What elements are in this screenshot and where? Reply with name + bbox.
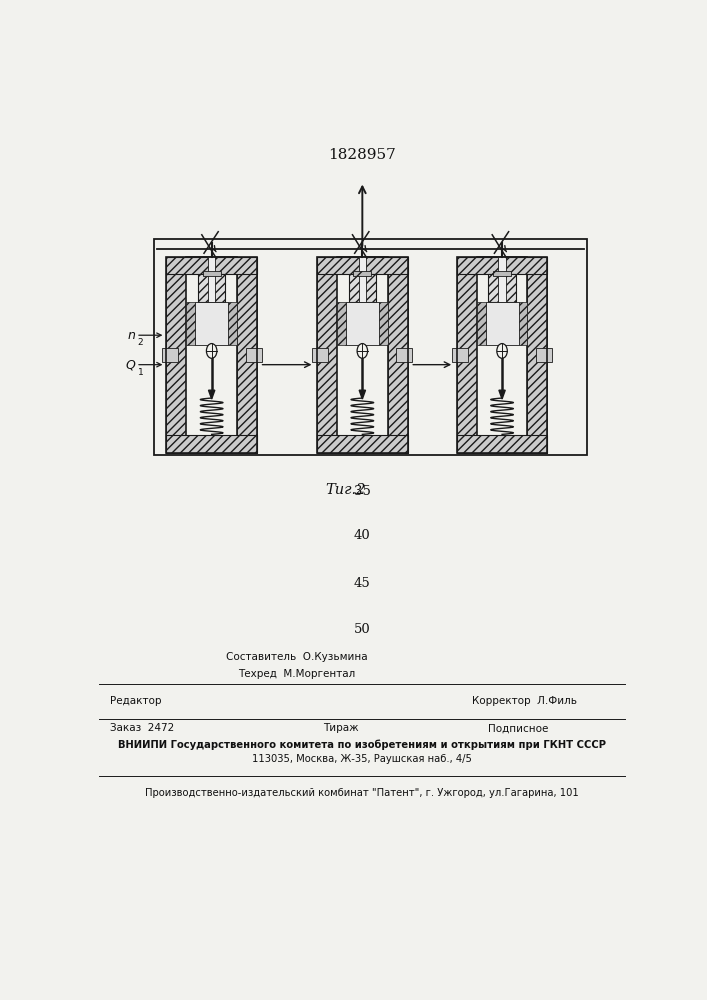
Bar — [237, 257, 257, 453]
Text: Техред  М.Моргентал: Техред М.Моргентал — [238, 669, 355, 679]
Bar — [477, 257, 527, 453]
Text: 40: 40 — [354, 529, 370, 542]
Bar — [166, 435, 257, 453]
Text: 1828957: 1828957 — [329, 148, 396, 162]
Bar — [317, 435, 407, 453]
Bar — [457, 257, 547, 274]
Text: 50: 50 — [354, 623, 370, 636]
Bar — [162, 348, 177, 362]
Bar — [477, 302, 486, 345]
Bar — [452, 348, 468, 362]
Bar — [166, 257, 257, 274]
Circle shape — [497, 344, 508, 358]
Text: Τиг.2: Τиг.2 — [326, 483, 366, 497]
Bar — [317, 257, 407, 453]
Text: Редактор: Редактор — [110, 696, 162, 706]
Bar — [317, 257, 407, 274]
Text: Заказ  2472: Заказ 2472 — [110, 723, 175, 733]
Polygon shape — [209, 390, 215, 399]
Text: ВНИИПИ Государственного комитета по изобретениям и открытиям при ГКНТ СССР: ВНИИПИ Государственного комитета по изоб… — [118, 740, 607, 750]
Bar — [354, 271, 371, 276]
Bar — [457, 435, 547, 453]
Bar — [166, 257, 257, 453]
Polygon shape — [359, 390, 366, 399]
Bar — [457, 257, 547, 453]
Bar — [198, 274, 226, 302]
Bar — [312, 348, 328, 362]
Text: Корректор  Л.Филь: Корректор Л.Филь — [472, 696, 577, 706]
Bar — [387, 257, 407, 453]
Bar — [246, 348, 262, 362]
Bar — [536, 348, 552, 362]
Bar — [154, 239, 587, 455]
Text: Составитель  О.Кузьмина: Составитель О.Кузьмина — [226, 652, 368, 662]
Text: 1: 1 — [138, 368, 144, 377]
Bar — [349, 274, 376, 302]
Bar — [527, 257, 547, 453]
Bar — [187, 257, 237, 453]
Text: Производственно-издательский комбинат "Патент", г. Ужгород, ул.Гагарина, 101: Производственно-издательский комбинат "П… — [146, 788, 579, 798]
Text: Тираж: Тираж — [322, 723, 358, 733]
Bar — [397, 348, 412, 362]
Bar — [489, 274, 515, 302]
Text: Подписное: Подписное — [489, 723, 549, 733]
Bar — [358, 257, 366, 302]
Text: 35: 35 — [354, 485, 370, 498]
Bar — [195, 302, 228, 345]
Bar — [203, 271, 221, 276]
Bar — [337, 302, 346, 345]
Bar — [486, 302, 518, 345]
Bar — [228, 302, 237, 345]
Text: Q: Q — [125, 358, 135, 371]
Bar — [346, 302, 379, 345]
Circle shape — [206, 344, 217, 358]
Bar — [379, 302, 387, 345]
Text: 113035, Москва, Ж-35, Раушская наб., 4/5: 113035, Москва, Ж-35, Раушская наб., 4/5 — [252, 754, 472, 764]
Bar — [457, 257, 477, 453]
Bar — [518, 302, 527, 345]
Circle shape — [357, 344, 368, 358]
Bar — [493, 271, 511, 276]
Bar — [208, 257, 215, 302]
Bar — [498, 257, 506, 302]
Bar — [337, 257, 387, 453]
Bar — [166, 257, 187, 453]
Bar — [187, 302, 195, 345]
Bar — [317, 257, 337, 453]
Text: 45: 45 — [354, 577, 370, 590]
Polygon shape — [499, 390, 506, 399]
Text: 2: 2 — [138, 338, 144, 347]
Text: n: n — [127, 329, 135, 342]
